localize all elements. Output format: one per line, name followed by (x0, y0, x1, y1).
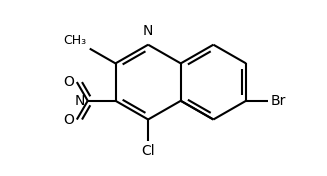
Text: Br: Br (271, 94, 286, 108)
Text: N: N (143, 24, 153, 38)
Text: O: O (63, 75, 74, 89)
Text: CH₃: CH₃ (64, 34, 87, 47)
Text: Cl: Cl (141, 144, 155, 158)
Text: O: O (63, 112, 74, 127)
Text: N: N (74, 94, 85, 108)
